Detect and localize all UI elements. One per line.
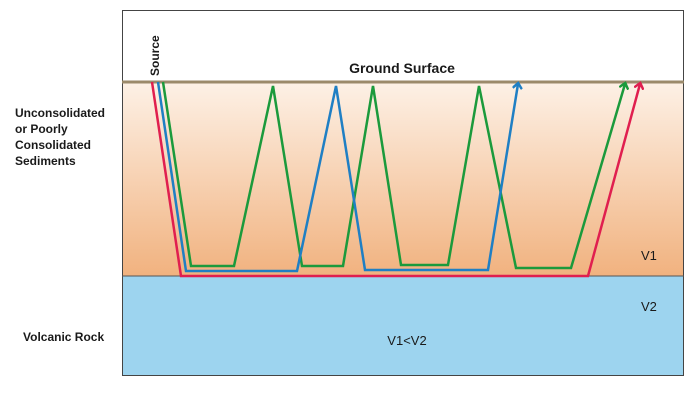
velocity-label: V1 bbox=[641, 248, 657, 263]
velocity-label: V2 bbox=[641, 299, 657, 314]
rock-layer bbox=[122, 276, 684, 376]
reflected-ray bbox=[161, 82, 625, 270]
refracted-ray bbox=[156, 82, 518, 273]
source-label: Source bbox=[148, 35, 162, 76]
sediment-layer bbox=[122, 82, 684, 276]
sky bbox=[122, 10, 684, 82]
surface-label: Ground Surface bbox=[349, 60, 455, 76]
rock-label: Volcanic Rock bbox=[23, 330, 104, 344]
label-line: Sediments bbox=[15, 154, 76, 168]
head-wave-ray bbox=[150, 82, 640, 278]
relation-label: V1<V2 bbox=[387, 333, 426, 348]
label-line: Consolidated bbox=[15, 138, 91, 152]
label-line: or Poorly bbox=[15, 122, 68, 136]
sediment-label: Unconsolidated or Poorly Consolidated Se… bbox=[15, 106, 108, 168]
label-line: Unconsolidated bbox=[15, 106, 105, 120]
frame bbox=[122, 10, 684, 376]
